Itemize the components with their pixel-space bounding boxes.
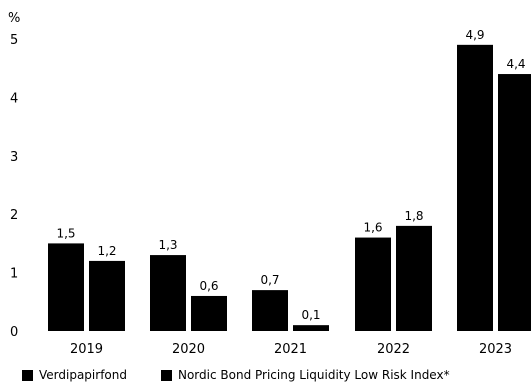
y-tick-label: 3 bbox=[10, 150, 18, 165]
legend-item-verdipapirfond: Verdipapirfond bbox=[22, 368, 127, 382]
legend-label-verdipapirfond: Verdipapirfond bbox=[39, 368, 127, 382]
x-tick-label: 2019 bbox=[70, 342, 103, 357]
x-axis-ticks: 2019 2020 2021 2022 2023 bbox=[70, 342, 512, 357]
bar-2020-series-1 bbox=[150, 255, 186, 331]
bar-value-label: 0,1 bbox=[301, 308, 320, 322]
y-tick-label: 5 bbox=[10, 33, 18, 48]
bar-2019-series-1 bbox=[48, 243, 84, 331]
bar-value-label: 1,6 bbox=[363, 221, 382, 235]
bar-value-label: 1,2 bbox=[97, 244, 116, 258]
bars bbox=[48, 44, 531, 332]
bar-2021-series-1 bbox=[252, 290, 288, 331]
legend-swatch-index bbox=[160, 369, 172, 381]
bar-2019-series-2 bbox=[89, 260, 125, 331]
bar-2021-series-2 bbox=[293, 325, 329, 331]
bar-value-labels: 1,5 1,2 1,3 0,6 0,7 0,1 1,6 1,8 4,9 4,4 bbox=[56, 28, 525, 322]
bar-2023-series-2 bbox=[498, 74, 531, 331]
y-tick-label: 2 bbox=[10, 208, 18, 223]
y-tick-label: 0 bbox=[10, 325, 18, 340]
y-tick-label: 1 bbox=[10, 267, 18, 282]
x-tick-label: 2023 bbox=[479, 342, 512, 357]
bar-value-label: 4,9 bbox=[465, 28, 484, 42]
bar-2023-series-1 bbox=[457, 44, 493, 332]
bar-value-label: 1,8 bbox=[404, 209, 423, 223]
x-tick-label: 2021 bbox=[274, 342, 307, 357]
bar-value-label: 0,6 bbox=[199, 279, 218, 293]
legend-swatch-verdipapirfond bbox=[22, 369, 33, 381]
y-axis-ticks: 0 1 2 3 4 5 bbox=[10, 33, 18, 340]
bar-2020-series-2 bbox=[191, 295, 227, 331]
legend: Verdipapirfond Nordic Bond Pricing Liqui… bbox=[22, 368, 450, 382]
bar-value-label: 1,3 bbox=[158, 238, 177, 252]
bar-value-label: 1,5 bbox=[56, 226, 75, 240]
y-tick-label: 4 bbox=[10, 91, 18, 106]
bar-value-label: 4,4 bbox=[506, 57, 525, 71]
y-axis-unit: % bbox=[8, 11, 20, 26]
bar-2022-series-2 bbox=[396, 225, 432, 331]
legend-label-index: Nordic Bond Pricing Liquidity Low Risk I… bbox=[177, 368, 450, 382]
x-tick-label: 2020 bbox=[172, 342, 205, 357]
bar-2022-series-1 bbox=[355, 237, 391, 331]
legend-item-index: Nordic Bond Pricing Liquidity Low Risk I… bbox=[160, 368, 450, 382]
x-tick-label: 2022 bbox=[377, 342, 410, 357]
bar-value-label: 0,7 bbox=[260, 273, 279, 287]
